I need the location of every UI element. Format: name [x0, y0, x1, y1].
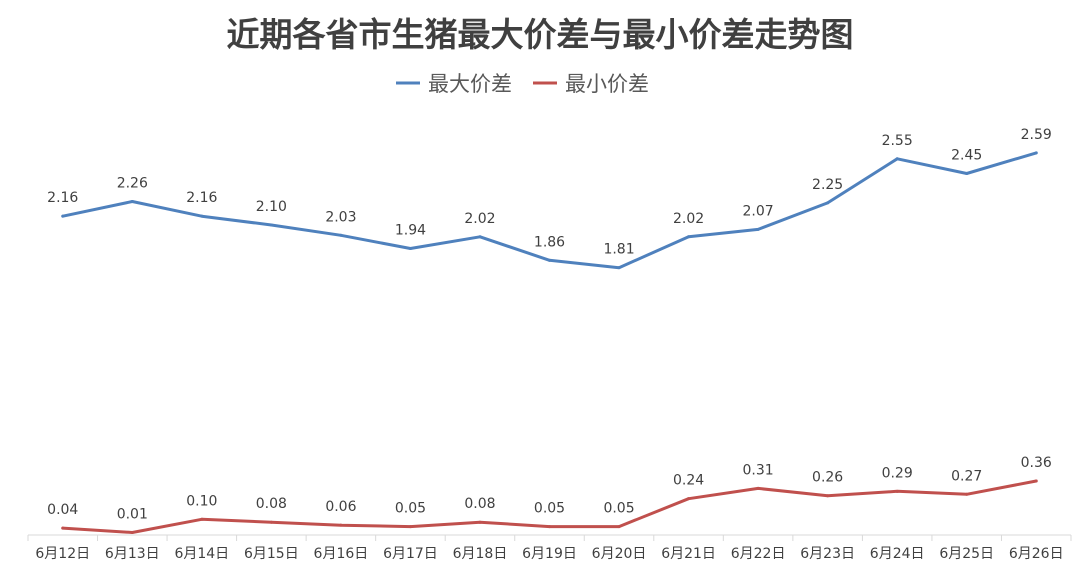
x-tick-label: 6月12日 [35, 546, 90, 562]
data-point [965, 492, 969, 496]
x-tick-label: 6月14日 [174, 546, 229, 562]
data-point [548, 525, 551, 529]
data-label: 0.04 [47, 502, 78, 518]
data-point [200, 214, 204, 218]
data-label: 2.03 [325, 209, 356, 225]
x-tick-label: 6月24日 [870, 546, 925, 562]
data-label: 0.31 [743, 462, 774, 478]
data-point [130, 199, 134, 203]
data-point [756, 486, 760, 490]
data-point [408, 247, 412, 251]
x-tick-label: 6月19日 [522, 546, 577, 562]
chart-title: 近期各省市生猪最大价差与最小价差走势图 [227, 15, 854, 54]
data-point [269, 520, 273, 524]
data-label: 0.24 [673, 473, 704, 489]
data-label: 2.02 [464, 211, 495, 227]
x-tick-label: 6月21日 [661, 546, 716, 562]
data-point [61, 526, 65, 530]
data-label: 1.94 [395, 223, 426, 239]
x-tick-label: 6月23日 [800, 546, 855, 562]
data-label: 0.36 [1021, 455, 1052, 471]
data-label: 2.26 [117, 175, 148, 191]
data-point [826, 494, 830, 498]
data-label: 0.10 [186, 493, 217, 509]
data-label: 1.81 [603, 242, 634, 258]
data-point [895, 489, 899, 493]
data-label: 0.26 [812, 470, 843, 486]
data-label: 2.10 [256, 199, 287, 215]
data-point [617, 266, 621, 270]
data-point [130, 531, 134, 535]
legend: 最大价差 最小价差 [396, 72, 649, 96]
data-label: 0.01 [117, 507, 148, 523]
x-tick-label: 6月13日 [105, 546, 160, 562]
data-point [478, 235, 482, 239]
data-point [339, 233, 343, 237]
data-point [408, 525, 412, 529]
data-point [548, 258, 551, 262]
data-label: 2.16 [47, 190, 78, 206]
data-label: 2.07 [743, 203, 774, 219]
data-label: 0.05 [534, 501, 565, 517]
data-label: 2.59 [1021, 127, 1052, 143]
x-tick-label: 6月26日 [1009, 546, 1064, 562]
data-label: 0.08 [256, 496, 287, 512]
data-label: 2.55 [882, 133, 913, 149]
data-point [1034, 479, 1038, 483]
data-label: 1.86 [534, 234, 565, 250]
data-label: 2.02 [673, 211, 704, 227]
legend-label: 最大价差 [428, 72, 512, 96]
data-point [269, 223, 273, 227]
data-point [617, 525, 621, 529]
data-point [478, 520, 482, 524]
data-label: 2.25 [812, 177, 843, 193]
data-point [1034, 151, 1038, 155]
x-tick-label: 6月22日 [731, 546, 786, 562]
x-tick-label: 6月20日 [592, 546, 647, 562]
data-point [687, 235, 691, 239]
legend-label: 最小价差 [565, 72, 649, 96]
data-point [895, 157, 899, 161]
data-point [826, 201, 830, 205]
data-label: 2.45 [951, 148, 982, 164]
x-tick-label: 6月25日 [939, 546, 994, 562]
data-label: 0.27 [951, 468, 982, 484]
series-layer: 2.16 2.26 2.16 2.10 2.03 1.94 2.02 1.86 1.81 2.02… [47, 127, 1052, 535]
series-line [61, 151, 1038, 270]
data-point [965, 172, 969, 175]
data-label: 0.06 [325, 499, 356, 515]
x-tick-label: 6月17日 [383, 546, 438, 562]
data-label: 2.16 [186, 190, 217, 206]
x-tick-label: 6月18日 [453, 546, 508, 562]
x-axis-ticks: 6月12日 6月13日 6月14日 6月15日 6月16日 6月17日 6月18日 6月19日… [27, 535, 1072, 562]
data-label: 0.05 [603, 501, 634, 517]
data-point [61, 214, 65, 218]
x-tick-label: 6月16日 [314, 546, 369, 562]
data-point [200, 517, 204, 521]
data-point [687, 497, 691, 501]
data-point [756, 227, 760, 231]
data-label: 0.08 [464, 496, 495, 512]
data-label: 0.29 [882, 465, 913, 481]
x-tick-label: 6月15日 [244, 546, 299, 562]
data-label: 0.05 [395, 501, 426, 517]
data-point [339, 523, 343, 527]
